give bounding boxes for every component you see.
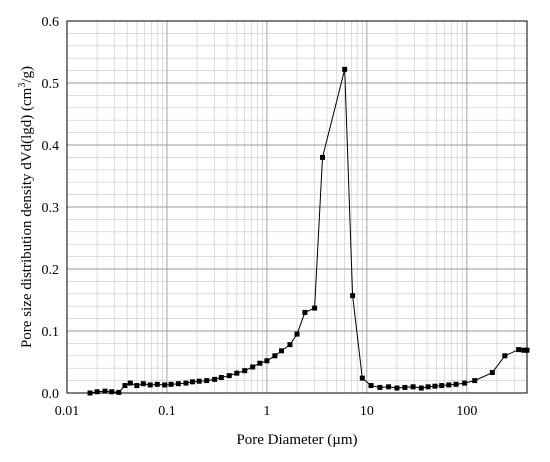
data-point bbox=[472, 378, 478, 384]
data-point bbox=[489, 370, 495, 376]
data-point bbox=[394, 385, 400, 391]
data-point bbox=[272, 353, 278, 359]
x-tick-label: 10 bbox=[360, 404, 374, 419]
data-point bbox=[287, 342, 293, 348]
data-point bbox=[140, 381, 146, 387]
y-tick-label: 0.1 bbox=[42, 325, 60, 340]
y-tick-label: 0.5 bbox=[42, 77, 60, 92]
data-point bbox=[359, 375, 365, 381]
data-point bbox=[183, 380, 189, 386]
y-tick-label: 0.2 bbox=[42, 263, 60, 278]
data-point bbox=[279, 348, 285, 354]
data-point bbox=[196, 378, 202, 384]
data-point bbox=[250, 364, 256, 370]
data-point bbox=[218, 375, 224, 380]
plot-frame bbox=[66, 20, 528, 394]
data-point bbox=[154, 381, 160, 387]
data-point bbox=[386, 384, 392, 390]
data-point bbox=[102, 388, 108, 394]
y-tick-label: 0.4 bbox=[42, 139, 60, 154]
data-point bbox=[94, 389, 100, 395]
y-tick-label: 0.0 bbox=[42, 387, 60, 402]
data-point bbox=[294, 331, 300, 337]
data-point bbox=[175, 381, 181, 387]
tick-labels: 0.01 0.1 1 10 100 0.0 0.1 0.2 0.3 0.4 0.5 0.6 bbox=[42, 15, 478, 419]
data-point bbox=[234, 370, 240, 376]
data-point bbox=[368, 383, 374, 389]
x-axis-label: Pore Diameter (µm) bbox=[236, 432, 357, 448]
data-point bbox=[212, 376, 218, 382]
data-point bbox=[418, 385, 424, 391]
data-point bbox=[264, 358, 270, 364]
y-axis-label: Pore size distribution density dVd(lgd) … bbox=[17, 66, 35, 348]
data-point bbox=[168, 381, 174, 387]
x-tick-label: 100 bbox=[456, 404, 477, 419]
series-layer bbox=[87, 66, 530, 396]
data-point bbox=[462, 380, 468, 386]
data-point bbox=[432, 383, 438, 389]
data-point bbox=[116, 389, 122, 395]
data-point bbox=[257, 360, 263, 366]
data-point bbox=[302, 309, 308, 315]
data-point bbox=[446, 382, 452, 388]
data-point bbox=[425, 384, 431, 390]
data-point bbox=[402, 384, 408, 390]
data-point bbox=[147, 382, 153, 388]
data-point bbox=[320, 154, 326, 160]
data-point bbox=[312, 305, 318, 311]
data-point bbox=[521, 347, 527, 353]
x-tick-label: 1 bbox=[263, 404, 270, 419]
data-point bbox=[410, 384, 416, 390]
data-point bbox=[502, 353, 508, 359]
grid bbox=[66, 20, 527, 394]
data-point bbox=[516, 347, 522, 353]
y-tick-label: 0.6 bbox=[42, 15, 60, 30]
data-point bbox=[127, 380, 133, 386]
data-point bbox=[162, 382, 168, 388]
data-point bbox=[439, 383, 445, 389]
data-point bbox=[122, 383, 128, 389]
x-tick-label: 0.01 bbox=[55, 404, 80, 419]
data-point bbox=[342, 66, 348, 72]
data-point bbox=[189, 379, 195, 385]
data-point bbox=[226, 373, 232, 379]
data-point bbox=[453, 381, 459, 387]
series-line bbox=[89, 69, 527, 394]
x-tick-label: 0.1 bbox=[158, 404, 176, 419]
data-point bbox=[134, 383, 140, 389]
data-point bbox=[204, 378, 210, 384]
y-axis-label-superscript: 3 bbox=[17, 83, 28, 88]
y-axis-label-main: Pore size distribution density dVd(lgd) … bbox=[19, 87, 35, 348]
data-point bbox=[350, 293, 356, 299]
y-tick-label: 0.3 bbox=[42, 201, 60, 216]
data-point bbox=[377, 384, 383, 390]
y-axis-label-end: /g) bbox=[19, 66, 35, 83]
data-point bbox=[242, 368, 248, 374]
data-point bbox=[109, 389, 115, 395]
